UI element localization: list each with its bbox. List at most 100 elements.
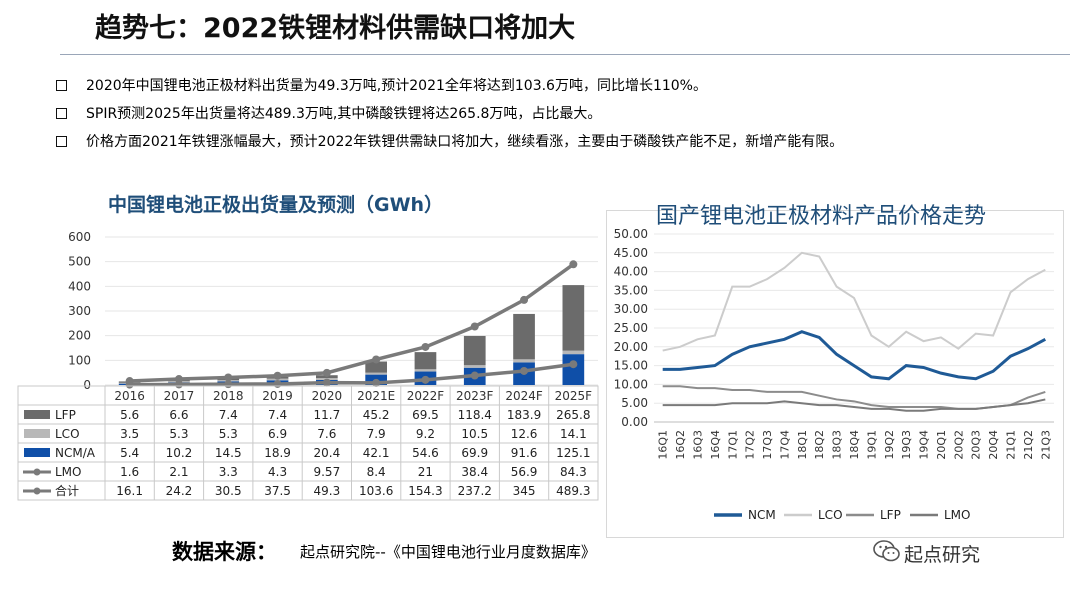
legend-marker — [33, 487, 41, 495]
line-point — [174, 375, 183, 384]
source-text: 起点研究院--《中国锂电池行业月度数据库》 — [300, 543, 596, 561]
data-label: 2.1 — [169, 465, 188, 479]
legend-swatch — [24, 448, 50, 457]
bar-segment — [414, 352, 437, 370]
x-tick-label: 19Q1 — [865, 430, 878, 460]
data-label: 21 — [418, 465, 433, 479]
y-tick-label: 25.00 — [614, 321, 648, 335]
y-tick-label: 100 — [68, 353, 91, 367]
bullet-text: SPIR预测2025年出货量将达489.3万吨,其中磷酸铁锂将达265.8万吨，… — [86, 106, 602, 122]
x-tick-label: 2024F — [505, 389, 543, 403]
y-tick-label: 50.00 — [614, 227, 648, 241]
data-label: 11.7 — [313, 408, 340, 422]
y-tick-label: 500 — [68, 255, 91, 269]
x-tick-label: 2021E — [357, 389, 395, 403]
x-tick-label: 20Q4 — [987, 430, 1000, 460]
x-tick-label: 17Q4 — [778, 430, 791, 460]
series-line — [662, 330, 1047, 381]
line-point — [372, 355, 381, 364]
line-point — [224, 373, 233, 382]
y-tick-label: 5.00 — [621, 396, 648, 410]
x-tick-label: 21Q1 — [1005, 430, 1018, 460]
data-label: 7.6 — [317, 427, 336, 441]
y-tick-label: 20.00 — [614, 340, 648, 354]
data-label: 4.3 — [268, 465, 287, 479]
shipment-chart-title: 中国锂电池正极出货量及预测（GWh） — [108, 194, 444, 216]
legend-label: LCO — [55, 427, 80, 441]
price-chart: 0.00 5.00 10.00 15.00 20.00 25.00 30.00 35.00 40… — [614, 227, 1054, 522]
data-label: 7.4 — [219, 408, 238, 422]
data-label: 489.3 — [556, 484, 590, 498]
data-label: 24.2 — [166, 484, 193, 498]
x-tick-label: 21Q3 — [1039, 430, 1052, 460]
line-point — [372, 378, 381, 387]
legend-label: NCM/A — [55, 446, 96, 460]
line-point — [421, 342, 430, 351]
x-tick-label: 2025F — [555, 389, 593, 403]
y-tick-label: 45.00 — [614, 246, 648, 260]
data-label: 16.1 — [116, 484, 143, 498]
x-tick-label: 20Q3 — [970, 430, 983, 460]
bar-segment — [513, 313, 535, 360]
legend-label: LMO — [944, 508, 970, 522]
data-label: 56.9 — [511, 465, 538, 479]
legend-swatch — [24, 410, 50, 419]
data-label: 10.2 — [166, 446, 193, 460]
data-label: 9.57 — [313, 465, 340, 479]
bar-segment — [562, 285, 585, 351]
x-tick-label: 18Q3 — [831, 430, 844, 460]
line-point — [520, 295, 529, 304]
slide-title: 趋势七：2022铁锂材料供需缺口将加大 — [95, 13, 576, 44]
data-label: 154.3 — [408, 484, 442, 498]
data-label: 6.6 — [169, 408, 188, 422]
y-tick-label: 10.00 — [614, 377, 648, 391]
x-tick-label: 2016 — [114, 389, 145, 403]
price-chart-title: 国产锂电池正极材料产品价格走势 — [656, 204, 987, 229]
data-label: 7.9 — [367, 427, 386, 441]
shipment-chart: 0 100 200 300 400 500 600 2016 2017 2018 2019 2020 2… — [17, 230, 599, 501]
data-label: 91.6 — [511, 446, 538, 460]
bullet-item: 2020年中国锂电池正极材料出货量为49.3万吨,预计2021全年将达到103.… — [56, 76, 843, 104]
data-label: 5.3 — [219, 427, 238, 441]
data-label: 69.9 — [461, 446, 488, 460]
data-label: 84.3 — [560, 465, 587, 479]
y-tick-label: 15.00 — [614, 359, 648, 373]
y-tick-label: 0.00 — [621, 415, 648, 429]
data-label: 118.4 — [458, 408, 492, 422]
x-tick-label: 16Q3 — [691, 430, 704, 460]
data-label: 30.5 — [215, 484, 242, 498]
x-tick-label: 2017 — [164, 389, 195, 403]
brand-name: 起点研究 — [904, 544, 981, 566]
y-tick-label: 0 — [83, 378, 91, 392]
line-point — [322, 368, 331, 377]
x-tick-label: 20Q1 — [935, 430, 948, 460]
y-tick-label: 35.00 — [614, 283, 648, 297]
x-tick-label: 19Q3 — [900, 430, 913, 460]
bullet-text: 2020年中国锂电池正极材料出货量为49.3万吨,预计2021全年将达到103.… — [86, 78, 707, 94]
legend-label: LCO — [818, 508, 843, 522]
bar-segment — [414, 369, 437, 372]
data-label: 5.3 — [169, 427, 188, 441]
x-tick-label: 17Q1 — [726, 430, 739, 460]
data-label: 20.4 — [313, 446, 340, 460]
x-tick-label: 17Q3 — [761, 430, 774, 460]
line-point — [520, 366, 529, 375]
data-label: 14.5 — [215, 446, 242, 460]
data-label: 45.2 — [363, 408, 390, 422]
title-divider — [60, 54, 1070, 55]
series-line — [662, 398, 1046, 412]
y-tick-label: 600 — [68, 230, 91, 244]
x-tick-label: 18Q4 — [848, 430, 861, 460]
data-label: 69.5 — [412, 408, 439, 422]
bar-segment — [365, 361, 387, 373]
bullet-item: SPIR预测2025年出货量将达489.3万吨,其中磷酸铁锂将达265.8万吨，… — [56, 104, 843, 132]
data-label: 14.1 — [560, 427, 587, 441]
data-label: 9.2 — [416, 427, 435, 441]
data-label: 18.9 — [264, 446, 291, 460]
x-tick-label: 19Q2 — [883, 430, 896, 460]
line-point — [322, 378, 331, 387]
x-tick-label: 16Q1 — [657, 430, 670, 460]
data-label: 6.9 — [268, 427, 287, 441]
legend-label: LFP — [880, 508, 901, 522]
line-point — [569, 360, 578, 369]
